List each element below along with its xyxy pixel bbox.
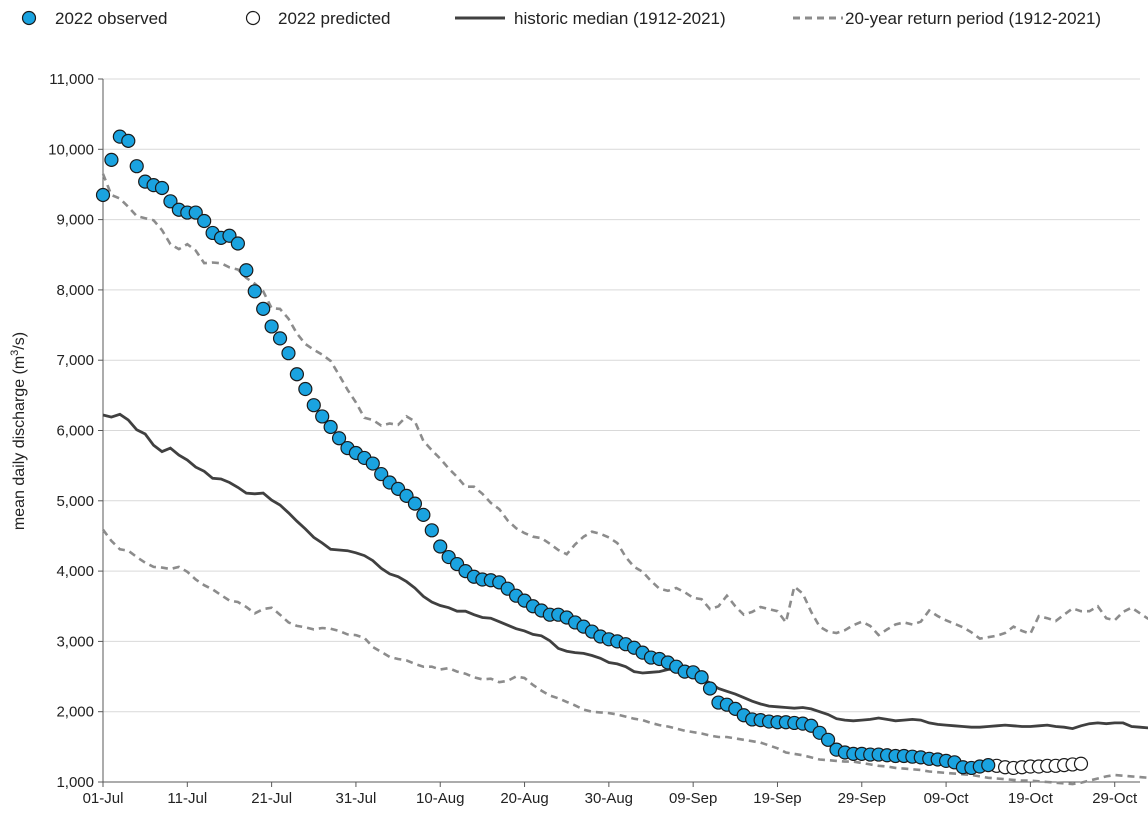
x-tick-label: 29-Sep (838, 790, 886, 807)
observed-point (154, 180, 170, 196)
observed-point (197, 213, 212, 229)
x-tick-label: 09-Oct (924, 790, 970, 807)
legend-item-observed: 2022 observed (21, 9, 167, 28)
legend-item-median: historic median (1912-2021) (455, 9, 726, 28)
gridlines (103, 78, 1140, 713)
y-axis-label-superscript: 3 (9, 350, 21, 356)
x-tick-label: 09-Sep (669, 790, 717, 807)
observed-point (163, 194, 178, 209)
observed-point (433, 539, 448, 554)
y-tick-label: 2,000 (56, 704, 94, 721)
observed-point (121, 133, 136, 148)
legend-item-predicted: 2022 predicted (245, 9, 390, 28)
observed-point (256, 301, 271, 316)
x-tick-label: 31-Jul (335, 790, 376, 807)
legend-item-return-period: 20-year return period (1912-2021) (793, 9, 1101, 28)
legend: 2022 observed 2022 predicted historic me… (21, 9, 1101, 28)
y-tick-label: 10,000 (48, 141, 94, 158)
legend-label-predicted: 2022 predicted (278, 9, 390, 28)
observed-point (694, 670, 709, 685)
x-tick-label: 19-Sep (753, 790, 801, 807)
observed-point (365, 456, 380, 471)
y-tick-label: 7,000 (56, 352, 94, 369)
observed-point (289, 367, 305, 382)
x-tick-label: 11-Jul (167, 790, 207, 807)
legend-label-median: historic median (1912-2021) (514, 9, 726, 28)
observed-point (820, 732, 836, 747)
observed-point (230, 236, 245, 251)
observed-point (981, 758, 996, 773)
predicted-point (1073, 756, 1089, 771)
observed-point (315, 409, 330, 424)
observed-point (188, 205, 203, 220)
y-axis-label-main: mean daily discharge (m (11, 356, 28, 530)
plot-area (95, 129, 1148, 786)
x-tick-label: 21-Jul (251, 790, 292, 807)
observed-point (104, 152, 119, 167)
y-tick-label: 11,000 (49, 71, 94, 88)
observed-point (129, 159, 144, 174)
observed-point (702, 681, 718, 696)
y-tick-label: 9,000 (56, 212, 94, 229)
y-tick-label: 5,000 (56, 493, 94, 510)
observed-point (306, 398, 321, 413)
legend-label-observed: 2022 observed (55, 9, 167, 28)
observed-point (272, 331, 288, 346)
y-tick-label: 8,000 (56, 282, 94, 299)
legend-marker-observed (21, 10, 37, 26)
observed-point (331, 431, 347, 446)
observed-point (239, 263, 254, 278)
y-tick-label: 1,000 (56, 774, 94, 791)
x-tick-label: 20-Aug (500, 790, 548, 807)
series-return-period-upper (101, 173, 1148, 640)
legend-marker-predicted (245, 10, 261, 26)
x-tick-label: 01-Jul (83, 790, 124, 807)
x-axis: 01-Jul 11-Jul 21-Jul 31-Jul 10-Aug 20-Aug 30-A… (83, 781, 1140, 807)
observed-point (424, 523, 439, 538)
x-tick-label: 19-Oct (1008, 790, 1054, 807)
x-tick-label: 10-Aug (416, 790, 464, 807)
observed-point (323, 419, 338, 435)
x-tick-label: 29-Oct (1092, 790, 1138, 807)
y-tick-label: 6,000 (56, 423, 94, 440)
legend-label-return-period: 20-year return period (1912-2021) (845, 9, 1101, 28)
series-historic-median (102, 412, 1148, 731)
y-tick-label: 4,000 (56, 563, 94, 580)
y-axis-ticks: 1,000 2,000 3,000 4,000 5,000 6,000 7,000 8,000… (48, 71, 104, 791)
observed-point (298, 381, 313, 397)
series-return-period-lower (101, 528, 1148, 786)
observed-point (416, 507, 431, 522)
y-axis-label: mean daily discharge (m3/s) (9, 332, 28, 530)
observed-point (95, 187, 111, 203)
x-tick-label: 30-Aug (585, 790, 633, 807)
y-tick-label: 3,000 (56, 633, 94, 650)
observed-point (264, 319, 279, 334)
observed-point (374, 466, 389, 482)
y-axis-label-unit: /s) (11, 332, 28, 350)
observed-point (407, 496, 423, 511)
observed-point (247, 284, 262, 299)
observed-point (281, 346, 296, 361)
